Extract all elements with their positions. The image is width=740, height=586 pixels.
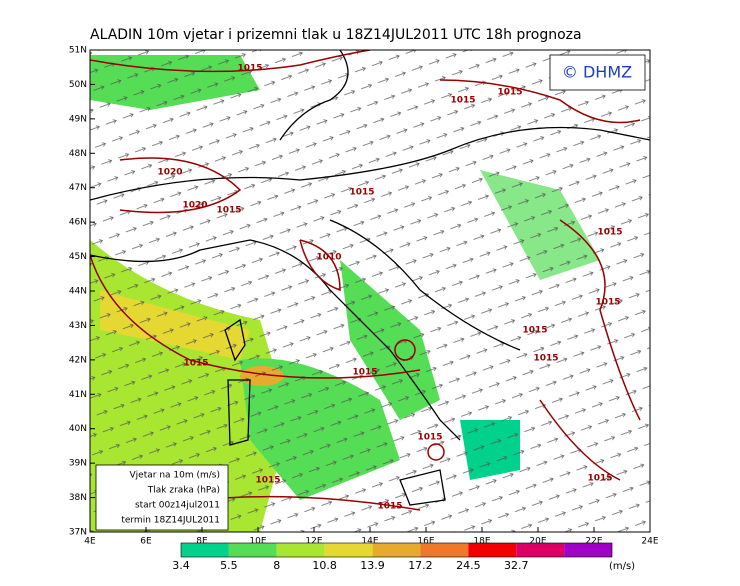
- colorbar-label: 13.9: [360, 559, 385, 572]
- colorbar-label: 8: [273, 559, 280, 572]
- logo-box: [549, 54, 646, 91]
- lat-label: 49N: [69, 114, 87, 124]
- isobar-labels: 1015 1015 1015 1020 1020 1015 1015 1015 …: [157, 64, 622, 512]
- isobar-label: 1010: [316, 253, 341, 263]
- colorbar-swatch: [372, 543, 421, 557]
- colorbar-swatch: [324, 543, 373, 557]
- lon-label: 10E: [249, 537, 266, 547]
- isobar-label: 1015: [522, 326, 547, 336]
- colorbar: 3.4 5.5 8 10.8 13.9 17.2 24.5 32.7 (m/s): [172, 542, 635, 572]
- isobars: [90, 50, 641, 511]
- isobar-label: 1015: [255, 476, 280, 486]
- colorbar-label: 24.5: [456, 559, 481, 572]
- lat-label: 48N: [69, 149, 87, 159]
- isobar-label: 1015: [533, 354, 558, 364]
- coastlines: [90, 50, 650, 506]
- colorbar-unit: (m/s): [609, 561, 635, 572]
- lon-label: 12E: [305, 537, 322, 547]
- lat-label: 46N: [69, 218, 87, 228]
- axes: 51N 50N 49N 48N 47N 46N 45N 44N 43N 42N 41N 40N 39N 3…: [69, 46, 659, 547]
- isobar-label: 1015: [497, 88, 522, 98]
- logo: © DHMZ: [562, 63, 632, 82]
- lon-label: 24E: [641, 537, 658, 547]
- isobar-label: 1015: [183, 359, 208, 369]
- lat-label: 38N: [69, 493, 87, 503]
- colorbar-label: 10.8: [312, 559, 337, 572]
- legend-text: termin 18Z14JUL2011: [121, 516, 220, 526]
- lon-label: 8E: [196, 537, 208, 547]
- lat-label: 41N: [69, 390, 87, 400]
- lon-label: 16E: [417, 537, 434, 547]
- map-area: 1015 1015 1015 1020 1020 1015 1015 1015 …: [90, 50, 650, 532]
- isobar-label: 1015: [237, 64, 262, 74]
- lon-label: 22E: [585, 537, 602, 547]
- colorbar-swatch: [181, 543, 229, 557]
- colorbar-swatch: [276, 543, 325, 557]
- lat-label: 51N: [69, 46, 87, 56]
- lat-label: 44N: [69, 287, 87, 297]
- lat-label: 45N: [69, 252, 87, 262]
- lat-label: 47N: [69, 183, 87, 193]
- legend-text: start 00z14jul2011: [135, 501, 220, 511]
- colorbar-swatch: [228, 543, 277, 557]
- legend-text: Vjetar na 10m (m/s): [130, 471, 220, 481]
- colorbar-swatch: [516, 543, 565, 557]
- lon-label: 20E: [529, 537, 546, 547]
- lon-label: 14E: [361, 537, 378, 547]
- lat-label: 40N: [69, 424, 87, 434]
- isobar-label: 1015: [417, 433, 442, 443]
- wind-arrows: [90, 50, 650, 532]
- isobar-label: 1015: [597, 228, 622, 238]
- isobar-label: 1015: [352, 368, 377, 378]
- isobar-label: 1015: [587, 474, 612, 484]
- isobar-label: 1015: [450, 96, 475, 106]
- lat-label: 37N: [69, 528, 87, 538]
- isobar-label: 1015: [349, 188, 374, 198]
- lon-label: 6E: [140, 537, 152, 547]
- title: ALADIN 10m vjetar i prizemni tlak u 18Z1…: [90, 27, 582, 43]
- lat-label: 43N: [69, 321, 87, 331]
- colorbar-label: 3.4: [172, 559, 190, 572]
- lon-label: 4E: [84, 537, 96, 547]
- isobar-label: 1015: [377, 502, 402, 512]
- isobar-label: 1015: [216, 206, 241, 216]
- colorbar-swatch: [420, 543, 469, 557]
- colorbar-frame: [180, 542, 613, 558]
- colorbar-swatch: [468, 543, 517, 557]
- legend-text: Tlak zraka (hPa): [147, 486, 220, 496]
- lat-label: 39N: [69, 459, 87, 469]
- legend-box: [95, 464, 229, 531]
- isobar-label: 1015: [595, 298, 620, 308]
- lat-label: 50N: [69, 80, 87, 90]
- colorbar-swatch: [564, 543, 612, 557]
- colorbar-label: 32.7: [504, 559, 529, 572]
- isobar-label: 1020: [182, 201, 207, 211]
- colorbar-label: 5.5: [220, 559, 238, 572]
- lon-label: 18E: [473, 537, 490, 547]
- isobar-label: 1020: [157, 168, 182, 178]
- lat-label: 42N: [69, 355, 87, 365]
- colorbar-label: 17.2: [408, 559, 433, 572]
